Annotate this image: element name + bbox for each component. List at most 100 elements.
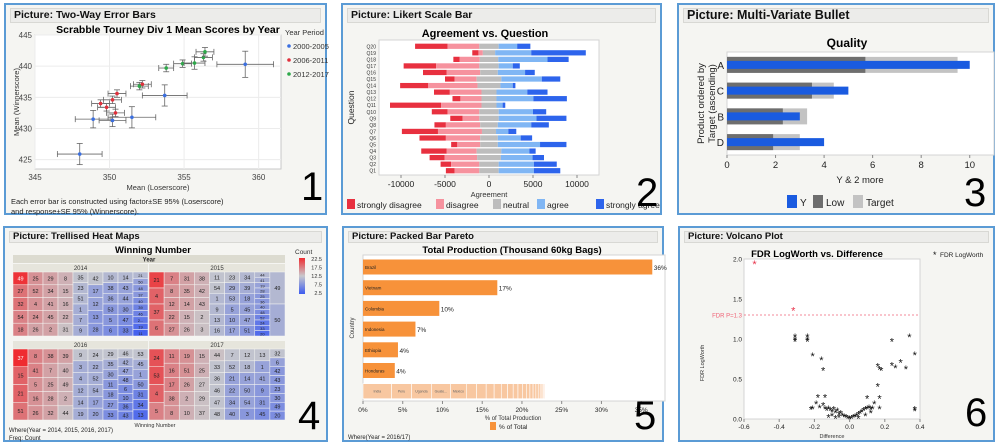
- heat-cell-label: 25: [32, 276, 38, 282]
- data-point: *: [907, 332, 912, 344]
- legend-swatch: [787, 195, 797, 208]
- bar-segment: [403, 63, 437, 69]
- bar-segment: [497, 141, 541, 148]
- panel-number: 6: [965, 391, 988, 435]
- chart-title: Total Production (Thousand 60kg Bags): [422, 245, 601, 256]
- legend-label: strongly agree: [606, 200, 660, 210]
- data-point: [110, 118, 115, 123]
- bar-segment: [419, 135, 446, 141]
- x-tick-label: 6: [870, 160, 875, 171]
- data-point: [91, 117, 95, 121]
- packed-segment: [485, 383, 495, 399]
- x-tick-label: 0.2: [880, 424, 889, 431]
- data-point: *: [870, 404, 875, 416]
- data-point: *: [849, 413, 854, 425]
- x-tick-label: 0: [724, 160, 729, 171]
- legend-marker: [287, 58, 291, 62]
- x-tick-label: 25%: [555, 407, 568, 414]
- heat-cell-label: 53: [137, 352, 143, 358]
- x-tick-label: 355: [177, 173, 191, 182]
- bar-segment: [501, 76, 542, 82]
- data-point: *: [835, 406, 840, 418]
- legend-marker: *: [933, 250, 937, 260]
- heat-cell: [269, 303, 286, 337]
- data-point: [140, 82, 145, 87]
- data-point: *: [872, 399, 877, 411]
- heat-cell: [269, 410, 286, 421]
- y-tick-label: 445: [19, 31, 33, 40]
- heat-cell-label: 22: [229, 388, 235, 394]
- data-point: *: [858, 409, 863, 421]
- packed-segment-label: Uganda: [415, 390, 427, 394]
- x-axis-label: Agreement: [471, 190, 509, 199]
- heat-cell-label: 8: [170, 289, 173, 295]
- bar-segment: [498, 63, 513, 69]
- chart-title: Quality: [827, 36, 868, 50]
- data-point: [130, 115, 134, 120]
- bar-segment: [498, 43, 518, 49]
- heat-cell-label: 37: [138, 292, 143, 297]
- bar-segment: [502, 102, 506, 108]
- bar-segment: [460, 96, 482, 102]
- group-header-bar: [13, 255, 285, 263]
- panel-title: Picture: Two-Way Error Bars: [10, 8, 321, 23]
- heat-cell-label: 48: [214, 412, 220, 418]
- year-header-label: 2016: [74, 343, 88, 349]
- data-point: *: [913, 405, 918, 417]
- heat-cell-label: 22: [92, 365, 98, 371]
- bar-segment: [500, 155, 533, 161]
- bar-segment: [434, 89, 450, 95]
- data-point: *: [814, 399, 819, 411]
- heat-cell-label: 7: [49, 368, 52, 374]
- heat-cell-label: 42: [122, 360, 128, 366]
- heat-cell-label: 22: [169, 315, 175, 321]
- heat-cell-label: 16: [169, 368, 175, 374]
- heat-cell-label: 12: [77, 388, 83, 394]
- bar: [363, 300, 440, 316]
- packed-segment: [476, 383, 487, 399]
- plot-area: [743, 258, 921, 420]
- data-point: *: [856, 409, 861, 421]
- heat-cell-label: 25: [260, 294, 265, 299]
- heat-cell-label: 11: [108, 383, 114, 389]
- heat-cell-label: 12: [244, 353, 250, 359]
- data-point: *: [805, 332, 810, 344]
- heat-cell-label: 50: [138, 280, 143, 285]
- y-axis-label: Product ordered by: [696, 63, 707, 144]
- bar: [363, 259, 653, 275]
- heat-cell-label: 3: [79, 365, 82, 371]
- bar-segment: [479, 161, 499, 167]
- heat-cell-label: 11: [214, 275, 220, 281]
- heat-cell-label: 37: [17, 356, 23, 362]
- heat-cell-label: 11: [138, 331, 143, 336]
- bar-segment: [462, 115, 480, 121]
- heat-cell-label: 32: [274, 351, 280, 357]
- heat-cell-label: 6: [109, 329, 112, 335]
- bar-segment: [447, 43, 480, 49]
- heat-cell-label: 5: [155, 409, 158, 415]
- bar-segment: [400, 82, 429, 89]
- panel-title: Picture: Likert Scale Bar: [347, 8, 656, 23]
- heat-cell-label: 29: [199, 397, 205, 403]
- heat-cell-label: 3: [200, 328, 203, 334]
- heat-cell-label: 41: [47, 302, 53, 308]
- y-tick-label: Q19: [367, 51, 377, 57]
- legend-label: Target: [866, 198, 894, 209]
- y-tick-label: 435: [19, 93, 33, 102]
- heat-cell-label: 28: [260, 289, 265, 294]
- heat-cell-label: 49: [17, 276, 23, 282]
- bar-segment: [479, 168, 499, 174]
- bar-segment: [480, 135, 498, 141]
- y-tick-label: Q10: [367, 110, 377, 116]
- data-point: *: [809, 405, 814, 417]
- heat-cell-label: 49: [62, 383, 68, 389]
- heat-cell-label: 25: [47, 383, 53, 389]
- heat-cell-label: 51: [17, 409, 23, 415]
- color-legend-bar: [299, 258, 305, 294]
- heat-cell-label: 34: [47, 289, 53, 295]
- packed-segment: [529, 383, 534, 399]
- bar-segment: [472, 50, 479, 56]
- data-point: *: [877, 393, 882, 405]
- panel-title: Picture: Volcano Plot: [684, 231, 989, 243]
- legend-marker: [287, 44, 291, 48]
